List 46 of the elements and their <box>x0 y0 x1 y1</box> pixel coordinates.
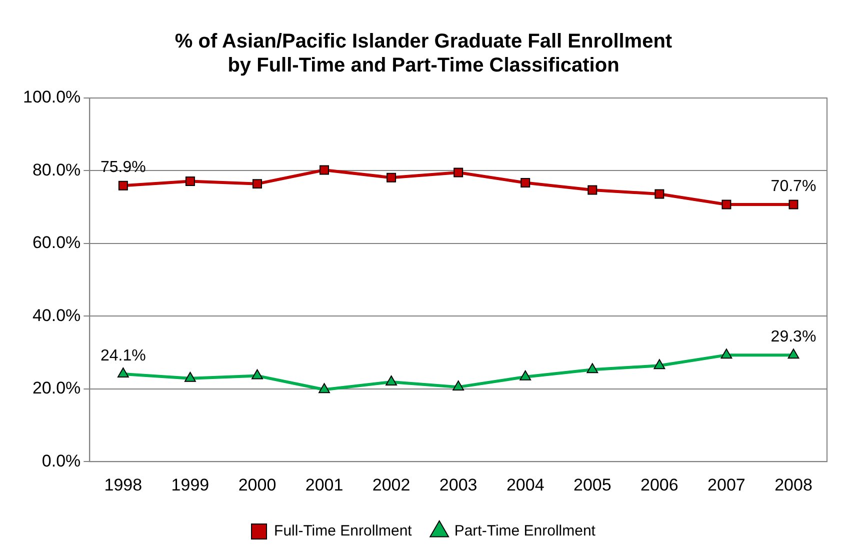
legend-label: Part-Time Enrollment <box>454 522 596 540</box>
data-label: 75.9% <box>100 159 146 176</box>
point <box>588 185 598 195</box>
point <box>320 165 330 175</box>
point <box>454 168 464 178</box>
x-tick-label: 2001 <box>305 475 344 494</box>
y-tick-label: 100.0% <box>22 88 81 107</box>
point <box>118 180 128 190</box>
x-tick-label: 2007 <box>708 475 746 494</box>
point <box>586 363 598 374</box>
x-tick-label: 1999 <box>171 475 210 494</box>
x-tick-label: 2003 <box>439 475 478 494</box>
x-tick-label: 2008 <box>774 475 812 494</box>
point <box>654 189 664 199</box>
point <box>520 370 532 380</box>
x-tick-label: 1998 <box>104 475 142 494</box>
point <box>252 369 263 380</box>
x-tick-label: 2002 <box>372 475 410 494</box>
data-label: 29.3% <box>770 328 816 346</box>
chart-title: % of Asian/Pacific Islander Graduate Fall Enrollment by Full-Time and Part-Time Classification <box>174 30 672 77</box>
point <box>386 375 397 386</box>
y-tick-label: 40.0% <box>32 306 81 325</box>
point <box>184 372 196 382</box>
y-tick-label: 20.0% <box>32 378 81 398</box>
x-tick-label: 2005 <box>573 475 612 494</box>
data-label: 70.7% <box>770 178 816 195</box>
point <box>520 178 530 188</box>
point <box>722 200 732 210</box>
point <box>788 200 798 210</box>
point <box>318 383 330 394</box>
point <box>117 367 129 378</box>
point <box>654 359 666 370</box>
x-tick-label: 2000 <box>238 475 276 494</box>
point <box>386 172 396 182</box>
data-label: 24.1% <box>100 347 146 364</box>
x-tick-label: 2006 <box>640 475 678 494</box>
y-tick-label: 80.0% <box>32 160 81 180</box>
legend-label: Full-Time Enrollment <box>274 522 413 540</box>
y-tick-label: 60.0% <box>32 233 81 252</box>
y-tick-label: 0.0% <box>42 451 81 470</box>
x-tick-label: 2004 <box>506 475 544 494</box>
point <box>252 179 262 189</box>
point <box>452 380 464 391</box>
point <box>185 176 195 186</box>
point <box>720 348 732 359</box>
point <box>788 348 800 359</box>
